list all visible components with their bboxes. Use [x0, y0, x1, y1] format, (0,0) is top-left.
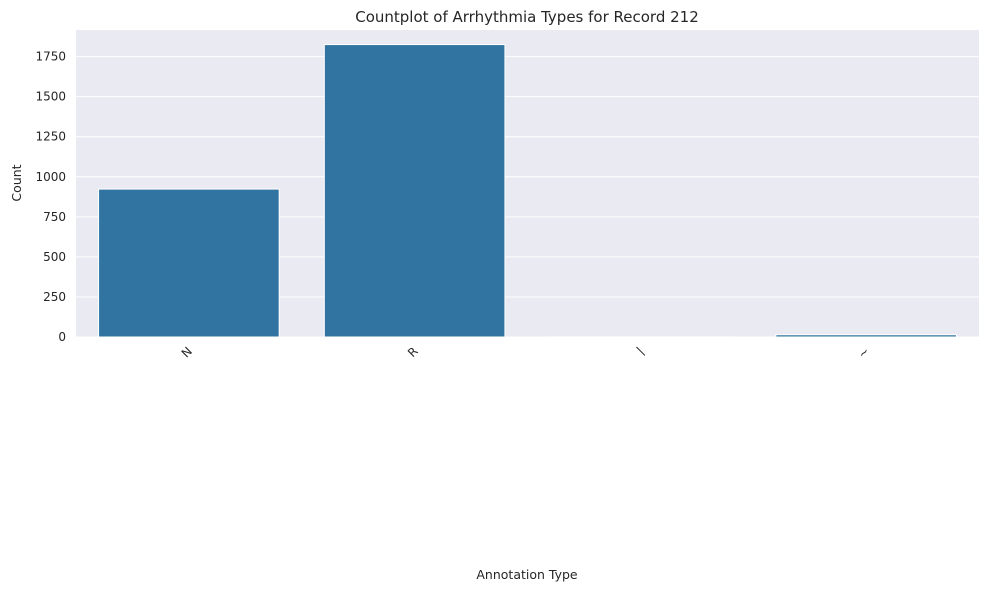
x-tick-labels: N R | ~ — [179, 344, 873, 361]
x-tick-label: N — [179, 344, 195, 360]
chart-title: Countplot of Arrhythmia Types for Record… — [355, 8, 699, 26]
x-axis-label: Annotation Type — [476, 567, 578, 582]
y-tick-label: 1500 — [35, 90, 66, 104]
x-tick-label: R — [405, 344, 421, 360]
y-tick-label: 1750 — [35, 50, 66, 64]
x-tick-label: | — [634, 344, 647, 357]
y-tick-label: 500 — [43, 250, 66, 264]
y-axis-label: Count — [9, 164, 24, 201]
bar-1 — [98, 188, 280, 338]
bar-3 — [549, 336, 732, 338]
y-tick-label: 1250 — [35, 130, 66, 144]
bar-2 — [323, 44, 506, 338]
y-tick-labels: 0 250 500 750 1000 1250 1500 1750 — [35, 50, 66, 344]
bars — [98, 44, 957, 338]
y-tick-label: 0 — [58, 330, 66, 344]
y-tick-label: 750 — [43, 210, 66, 224]
y-tick-label: 1000 — [35, 170, 66, 184]
bar-4 — [775, 334, 957, 338]
y-tick-label: 250 — [43, 290, 66, 304]
x-tick-label: ~ — [855, 344, 872, 361]
